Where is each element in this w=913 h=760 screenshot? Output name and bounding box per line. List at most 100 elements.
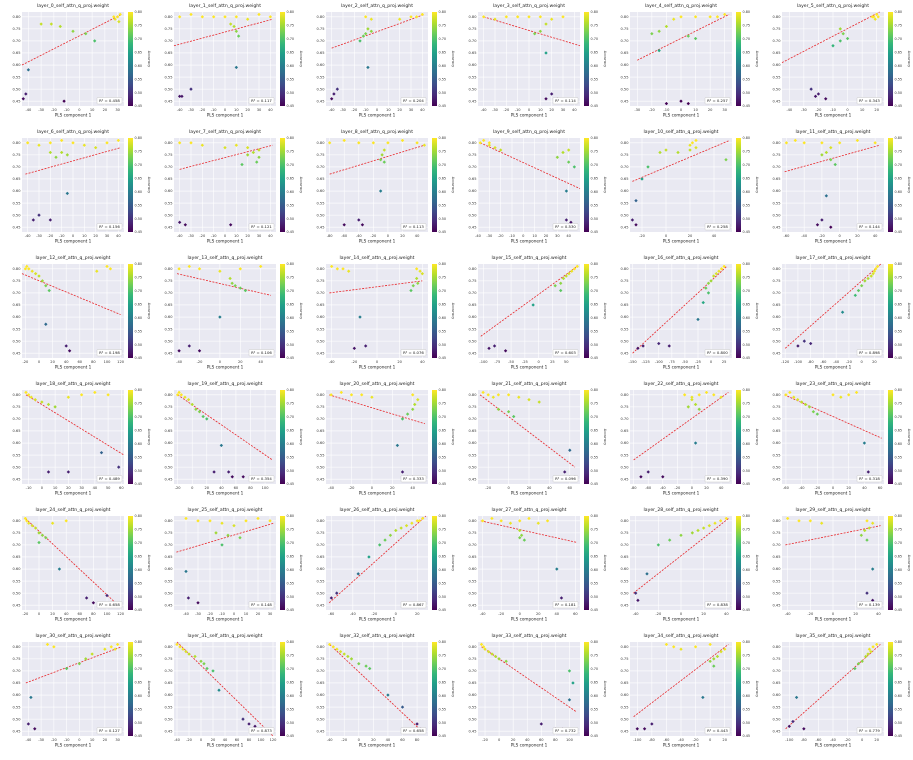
y-tick-label: 0.55	[620, 201, 628, 205]
data-point	[853, 666, 857, 671]
x-tick-label: -60	[821, 360, 828, 364]
data-point	[399, 526, 403, 530]
colorbar-tick-label: 0.70	[287, 163, 295, 167]
x-tick-label: 100	[104, 612, 112, 616]
data-point	[234, 143, 239, 147]
data-point	[679, 15, 683, 19]
colorbar-tick-label: 0.50	[743, 595, 751, 599]
y-tick-label: 0.55	[468, 201, 476, 205]
subplot-title: layer_13_self_attn_q_proj.weight	[188, 255, 263, 261]
data-point	[870, 567, 875, 571]
data-point	[335, 267, 340, 271]
y-tick-label: 0.65	[164, 177, 172, 181]
plot-area	[326, 516, 428, 610]
x-tick-label: 50	[106, 486, 111, 490]
colorbar-tick-label: 0.70	[591, 415, 599, 419]
colorbar-tick-label: 0.55	[287, 455, 295, 459]
r2-label: R² = 0.127	[99, 728, 120, 733]
y-tick-label: 0.45	[316, 477, 324, 481]
r2-box	[96, 727, 123, 735]
data-point	[327, 642, 332, 647]
data-point	[796, 344, 800, 348]
x-tick-label: -20	[199, 108, 206, 112]
data-point	[696, 317, 700, 322]
colorbar	[584, 642, 589, 736]
y-tick-label: 0.45	[772, 603, 780, 607]
x-tick-label: -20	[186, 738, 193, 742]
data-point	[251, 150, 256, 155]
colorbar-tick-label: 0.60	[135, 316, 143, 320]
data-point	[706, 281, 711, 285]
colorbar-tick-label: 0.80	[287, 262, 295, 266]
r2-label: R² = 0.458	[99, 98, 120, 103]
y-tick-label: 0.50	[468, 213, 477, 217]
x-tick-label: -10	[64, 108, 71, 112]
x-tick-label: -40	[830, 738, 837, 742]
x-tick-label: -10	[515, 108, 522, 112]
y-tick-label: 0.75	[468, 27, 476, 31]
data-point	[561, 150, 565, 155]
data-point	[238, 267, 242, 271]
data-point	[361, 34, 366, 38]
colorbar-tick-label: 0.55	[287, 707, 295, 711]
x-tick-label: 40	[572, 108, 577, 112]
plot-area	[478, 516, 580, 610]
data-point	[106, 393, 110, 397]
y-tick-label: 0.80	[164, 15, 173, 19]
data-point	[93, 145, 98, 150]
x-tick-label: 0	[200, 738, 203, 742]
subplot-title: layer_4_self_attn_q_proj.weight	[645, 3, 717, 9]
data-point	[23, 267, 28, 271]
data-point	[27, 521, 31, 525]
y-tick-label: 0.60	[772, 189, 781, 193]
subplot-title: layer_2_self_attn_q_proj.weight	[341, 3, 413, 9]
y-tick-label: 0.55	[164, 705, 172, 709]
y-tick-label: 0.75	[12, 657, 20, 661]
data-point	[329, 264, 334, 269]
colorbar-tick-label: 0.65	[135, 554, 143, 558]
data-point	[813, 94, 818, 99]
data-point	[115, 15, 120, 19]
colorbar-tick-label: 0.70	[287, 37, 295, 41]
y-tick-label: 0.80	[468, 519, 477, 523]
data-point	[187, 652, 191, 656]
x-tick-label: -20	[655, 612, 662, 616]
data-point	[518, 528, 522, 533]
x-tick-label: -40	[475, 234, 482, 238]
y-tick-label: 0.45	[772, 477, 780, 481]
y-tick-label: 0.50	[164, 339, 173, 343]
y-tick-label: 0.60	[316, 567, 325, 571]
colorbar-tick-label: 0.80	[895, 136, 903, 140]
colorbar-tick-label: 0.50	[135, 721, 143, 725]
data-point	[234, 65, 239, 70]
x-tick-label: 10	[234, 234, 239, 238]
data-point	[719, 395, 723, 399]
x-tick-label: -30	[38, 738, 45, 742]
r2-box	[248, 223, 275, 231]
colorbar-tick-label: 0.65	[591, 680, 599, 684]
colorbar-tick-label: 0.60	[135, 694, 143, 698]
colorbar-tick-label: 0.75	[287, 150, 295, 154]
y-tick-label: 0.55	[316, 75, 324, 79]
x-tick-label: 20	[722, 738, 727, 742]
data-point	[33, 397, 37, 402]
colorbar-tick-label: 0.50	[743, 343, 751, 347]
colorbar-tick-label: 0.60	[287, 190, 295, 194]
colorbar-label: Accuracy	[299, 303, 303, 320]
y-tick-label: 0.50	[12, 591, 21, 595]
r2-box	[400, 349, 427, 357]
y-tick-label: 0.45	[620, 99, 628, 103]
r2-label: R² = 0.658	[99, 602, 120, 607]
y-tick-label: 0.55	[12, 579, 20, 583]
y-tick-label: 0.70	[620, 165, 629, 169]
data-point	[503, 349, 508, 353]
colorbar-tick-label: 0.80	[439, 640, 447, 644]
data-point	[232, 24, 236, 29]
y-tick-label: 0.75	[468, 279, 476, 283]
data-point	[486, 393, 490, 397]
x-axis-label: PLS component 1	[663, 239, 700, 244]
x-axis-label: PLS component 1	[359, 743, 396, 748]
colorbar	[736, 516, 741, 610]
colorbar-tick-label: 0.55	[135, 329, 143, 333]
colorbar-tick-label: 0.80	[743, 136, 751, 140]
